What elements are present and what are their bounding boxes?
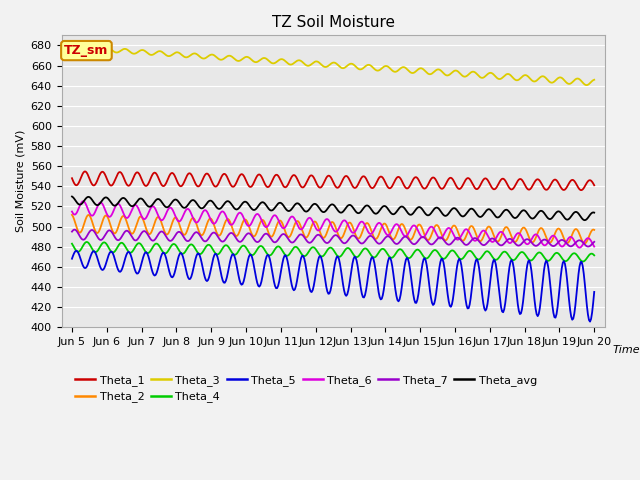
Theta_1 xyxy=(578,187,586,193)
Theta_2 xyxy=(316,229,324,235)
Line: Theta_7: Theta_7 xyxy=(72,229,594,247)
Theta_4 xyxy=(83,239,90,245)
Line: Theta_6: Theta_6 xyxy=(72,201,594,248)
Theta_1 xyxy=(380,177,388,182)
Theta_3 xyxy=(590,77,598,83)
Theta_avg xyxy=(319,209,327,215)
Theta_6 xyxy=(79,198,87,204)
Y-axis label: Soil Moisture (mV): Soil Moisture (mV) xyxy=(15,130,25,232)
Theta_1 xyxy=(590,182,598,188)
Theta_3 xyxy=(69,43,77,48)
Theta_2 xyxy=(590,227,598,233)
Theta_6 xyxy=(352,228,360,234)
Theta_5 xyxy=(72,248,80,253)
Theta_7 xyxy=(584,244,592,250)
Theta_6 xyxy=(380,227,388,232)
Theta_3 xyxy=(321,64,328,70)
Title: TZ Soil Moisture: TZ Soil Moisture xyxy=(271,15,395,30)
Theta_2 xyxy=(379,222,387,228)
Theta_7 xyxy=(380,237,388,242)
Theta_6 xyxy=(580,240,588,246)
Text: TZ_sm: TZ_sm xyxy=(64,44,109,57)
Theta_2 xyxy=(578,237,586,242)
Theta_1 xyxy=(317,184,325,190)
Line: Theta_1: Theta_1 xyxy=(72,171,594,190)
Theta_1 xyxy=(321,179,328,185)
Theta_7 xyxy=(590,239,598,245)
Theta_7 xyxy=(321,238,328,244)
Theta_3 xyxy=(352,63,360,69)
Theta_4 xyxy=(317,253,325,259)
Theta_avg xyxy=(316,206,324,212)
Theta_3 xyxy=(380,64,388,70)
Theta_5 xyxy=(497,304,505,310)
Theta_1 xyxy=(81,168,88,174)
Theta_6 xyxy=(68,209,76,215)
Theta_2 xyxy=(319,235,327,240)
Theta_5 xyxy=(321,271,328,276)
Theta_4 xyxy=(352,254,360,260)
Theta_avg xyxy=(379,204,387,209)
Theta_1 xyxy=(580,185,588,191)
Theta_4 xyxy=(579,259,586,264)
Theta_5 xyxy=(579,263,586,269)
Theta_1 xyxy=(497,177,505,182)
Theta_2 xyxy=(351,229,358,235)
Theta_5 xyxy=(68,256,76,262)
Theta_3 xyxy=(497,76,505,82)
Theta_5 xyxy=(317,254,325,260)
Theta_7 xyxy=(579,240,586,245)
Theta_3 xyxy=(583,82,591,88)
X-axis label: Time: Time xyxy=(612,345,640,355)
Theta_3 xyxy=(68,43,76,48)
Theta_5 xyxy=(590,289,598,295)
Theta_7 xyxy=(68,229,76,235)
Theta_7 xyxy=(497,242,505,248)
Legend: Theta_1, Theta_2, Theta_3, Theta_4, Theta_5, Theta_6, Theta_7, Theta_avg: Theta_1, Theta_2, Theta_3, Theta_4, Thet… xyxy=(70,371,541,407)
Theta_4 xyxy=(580,258,588,264)
Theta_6 xyxy=(497,229,505,235)
Theta_2 xyxy=(68,212,76,218)
Theta_avg xyxy=(581,217,589,223)
Theta_avg xyxy=(351,207,358,213)
Theta_3 xyxy=(579,80,586,85)
Theta_6 xyxy=(321,219,328,225)
Theta_5 xyxy=(586,319,594,324)
Theta_avg xyxy=(496,213,504,219)
Theta_7 xyxy=(317,234,325,240)
Theta_2 xyxy=(496,236,504,242)
Line: Theta_4: Theta_4 xyxy=(72,242,594,262)
Theta_4 xyxy=(590,252,598,258)
Line: Theta_3: Theta_3 xyxy=(72,46,594,85)
Theta_6 xyxy=(576,245,584,251)
Theta_avg xyxy=(68,193,76,199)
Theta_4 xyxy=(321,252,328,258)
Theta_6 xyxy=(590,244,598,250)
Theta_1 xyxy=(68,175,76,181)
Line: Theta_avg: Theta_avg xyxy=(72,196,594,220)
Theta_4 xyxy=(68,241,76,247)
Line: Theta_5: Theta_5 xyxy=(72,251,594,322)
Theta_4 xyxy=(380,246,388,252)
Theta_4 xyxy=(497,252,505,257)
Theta_6 xyxy=(317,225,325,231)
Theta_2 xyxy=(581,240,589,246)
Line: Theta_2: Theta_2 xyxy=(72,215,594,243)
Theta_1 xyxy=(352,185,360,191)
Theta_3 xyxy=(317,61,325,67)
Theta_7 xyxy=(352,234,360,240)
Theta_avg xyxy=(590,210,598,216)
Theta_7 xyxy=(70,227,78,232)
Theta_5 xyxy=(352,254,360,260)
Theta_5 xyxy=(380,287,388,292)
Theta_avg xyxy=(578,215,586,221)
